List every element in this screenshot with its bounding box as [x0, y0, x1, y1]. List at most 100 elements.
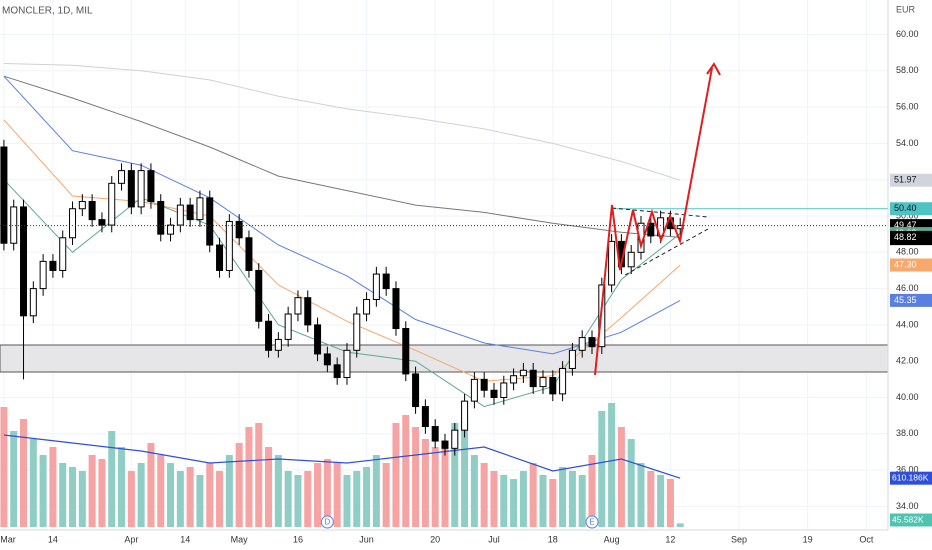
price-tag-label: 49.47 — [894, 220, 917, 230]
candle-body — [98, 219, 106, 226]
volume-bar — [304, 471, 312, 527]
volume-bar — [549, 479, 557, 527]
volume-bar — [598, 411, 606, 527]
volume-bar — [265, 447, 273, 527]
volume-bar — [167, 463, 175, 527]
candle-body — [265, 320, 273, 351]
y-tick-label: 38.00 — [896, 428, 919, 438]
y-tick-label: 58.00 — [896, 65, 919, 75]
ma-line — [3, 75, 681, 355]
event-label: E — [589, 518, 594, 527]
candle-body — [529, 369, 537, 388]
candle-body — [167, 224, 175, 235]
candle-body — [20, 206, 28, 317]
volume-layer — [0, 403, 684, 527]
y-tick-label: 56.00 — [896, 101, 919, 111]
candle-body — [157, 200, 165, 235]
volume-bar — [127, 471, 135, 527]
candle-body — [186, 204, 194, 221]
candle-body — [549, 377, 557, 395]
volume-bar — [617, 427, 625, 527]
volume-bar — [568, 471, 576, 527]
candle-layer — [0, 139, 684, 456]
volume-bar — [559, 467, 567, 527]
volume-bar — [461, 419, 469, 527]
price-tag-label: 48.82 — [894, 232, 917, 242]
candle-body — [451, 429, 459, 449]
volume-bar — [510, 479, 518, 527]
chart-title: MONCLER, 1D, MIL — [2, 6, 93, 17]
candle-body — [568, 349, 576, 369]
price-tag-label: 45.35 — [894, 295, 917, 305]
candle-body — [225, 220, 233, 271]
x-tick-label: 20 — [430, 534, 440, 544]
candle-body — [69, 208, 77, 239]
volume-bar — [49, 447, 57, 527]
candle-body — [59, 237, 67, 271]
x-tick-label: 12 — [665, 534, 675, 544]
price-tag — [890, 258, 932, 272]
candle-body — [147, 170, 155, 202]
candle-body — [196, 197, 204, 221]
ma-line — [3, 434, 681, 479]
volume-bar — [20, 419, 28, 527]
candle-body — [372, 273, 380, 300]
volume-bar — [676, 523, 684, 527]
candle-body — [108, 182, 116, 226]
candle-body — [118, 170, 126, 184]
volume-bar — [98, 459, 106, 527]
volume-bar — [333, 463, 341, 527]
event-marker — [320, 515, 334, 529]
volume-bar — [10, 431, 18, 527]
volume-bar — [284, 471, 292, 527]
candle-body — [392, 288, 400, 330]
candle-body — [519, 369, 527, 377]
volume-bar — [353, 471, 361, 527]
event-marker — [585, 515, 599, 529]
volume-bar — [323, 459, 331, 527]
volume-bar — [412, 427, 420, 527]
x-tick-label: Oct — [859, 534, 874, 544]
volume-bar — [69, 467, 77, 527]
volume-bar — [235, 443, 243, 527]
volume-bar — [431, 447, 439, 527]
candle-body — [274, 338, 282, 351]
x-tick-label: 19 — [803, 534, 813, 544]
candle-body — [323, 353, 331, 366]
ma-line — [3, 75, 681, 238]
volume-bar — [186, 467, 194, 527]
volume-bar — [441, 443, 449, 527]
y-tick-label: 44.00 — [896, 319, 919, 329]
candle-body — [0, 146, 8, 244]
volume-bar — [539, 475, 547, 527]
volume-bar — [500, 475, 508, 527]
volume-tag-label: 45.582K — [892, 514, 924, 524]
volume-bar — [147, 443, 155, 527]
candle-body — [608, 240, 616, 286]
price-tag — [890, 230, 932, 244]
volume-bar — [59, 463, 67, 527]
volume-bar — [157, 455, 165, 527]
y-tick-label: 60.00 — [896, 29, 919, 39]
y-tick-label: 42.00 — [896, 356, 919, 366]
volume-bar — [402, 415, 410, 527]
volume-bar — [137, 463, 145, 527]
candle-body — [353, 313, 361, 351]
volume-bar — [108, 431, 116, 527]
ma-line — [3, 63, 681, 181]
price-axis — [888, 0, 932, 550]
candle-body — [304, 297, 312, 326]
volume-bar — [637, 463, 645, 527]
candle-body — [500, 382, 508, 399]
candle-body — [559, 367, 567, 395]
volume-bar — [480, 463, 488, 527]
volume-bar — [588, 455, 596, 527]
arrow-head — [706, 62, 721, 76]
volume-bar — [206, 463, 214, 527]
volume-bar — [666, 479, 674, 527]
candle-body — [363, 298, 371, 315]
x-tick-label: 18 — [548, 534, 558, 544]
volume-bar — [519, 471, 527, 527]
price-tag — [890, 202, 932, 216]
candle-body — [314, 324, 322, 355]
